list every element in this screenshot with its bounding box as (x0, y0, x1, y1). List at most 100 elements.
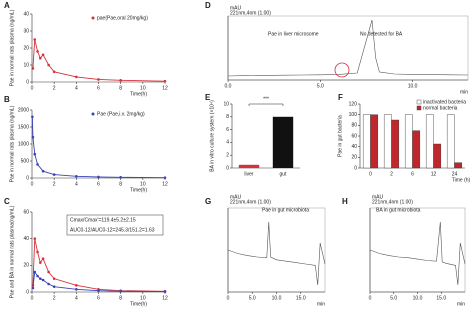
data-point (97, 175, 100, 179)
data-point (119, 176, 122, 179)
x-tick-label: 4 (75, 295, 78, 301)
bar (404, 114, 413, 169)
series-line (227, 221, 326, 286)
y-tick-label: 500 (21, 158, 30, 164)
data-point (31, 115, 34, 119)
panel-letter: H (342, 197, 348, 206)
legend-label: normal bacteria (423, 105, 458, 111)
bar (412, 130, 421, 169)
x-tick-label: 6 (97, 85, 100, 91)
x-tick-label: 6 (411, 171, 414, 177)
data-point (31, 67, 35, 70)
data-point (52, 277, 56, 280)
data-point (75, 175, 78, 178)
y-tick-label: 2 (226, 153, 229, 159)
y-tick-label: 10 (23, 62, 29, 68)
series-line (32, 238, 166, 292)
annotation: mAU (230, 194, 242, 200)
x-tick-label: 5.0 (390, 295, 397, 301)
data-point (75, 284, 78, 287)
x-tick-label: 0 (31, 295, 34, 301)
panel-letter: C (4, 197, 10, 206)
bar (391, 119, 400, 169)
data-point (119, 290, 122, 293)
y-tick-label: 0 (226, 165, 229, 171)
data-point (163, 176, 167, 179)
data-point (41, 53, 45, 57)
panel-letter: F (338, 93, 343, 102)
x-tick-label: 10 (140, 181, 146, 187)
bar (238, 164, 260, 168)
x-tick-label: 10.0 (413, 295, 423, 301)
significance-bracket (248, 103, 284, 106)
data-point (36, 250, 39, 254)
data-point (31, 135, 35, 139)
data-point (52, 285, 56, 288)
x-tick-label: 12 (162, 295, 168, 301)
data-point (47, 282, 50, 286)
y-tick-label: 40 (351, 144, 357, 150)
x-tick-label: 2 (390, 171, 393, 177)
data-point (52, 70, 56, 74)
x-axis-label: Time(h) (130, 187, 147, 193)
annotation: AUC0-12/AUC0-12=245.3/151.2=1.63 (70, 227, 155, 233)
x-tick-label: 6 (97, 181, 100, 187)
highlight-circle (334, 62, 350, 78)
x-tick-label: 0 (369, 295, 372, 301)
x-tick-label: 5.0 (249, 295, 256, 301)
x-tick-label: 0 (369, 171, 372, 177)
annotation: No detected for BA (360, 31, 403, 37)
x-tick-label: 8 (119, 181, 122, 187)
data-point (75, 288, 78, 291)
annotation: 221nm,4nm (1.00) (230, 199, 271, 205)
x-tick-label: 0 (227, 295, 230, 301)
panel-letter: G (205, 197, 211, 206)
y-axis-label: Pae and BA in normal rats plasma(ng/mL) (9, 205, 15, 298)
y-tick-label: 100 (349, 112, 358, 118)
annotation: Pae in liver microsome (268, 31, 319, 37)
legend-label: Pae (Pae,i.v. 2mg/kg) (97, 111, 145, 117)
annotation: mAU (230, 5, 242, 11)
data-point (36, 50, 39, 53)
x-tick-label: 2 (53, 295, 56, 301)
x-tick-label: 2 (53, 85, 56, 91)
data-point (97, 78, 100, 81)
y-tick-label: 30 (23, 28, 29, 34)
bar (272, 116, 294, 168)
legend-label: inactivated bacteria (423, 99, 466, 105)
x-tick-label: 24 (452, 171, 458, 177)
x-tick-label: 12 (162, 85, 168, 91)
x-tick-label: 15.0 (296, 295, 306, 301)
y-tick-label: 60 (351, 133, 357, 139)
data-point (33, 152, 37, 156)
series-line (369, 221, 466, 286)
data-point (33, 270, 37, 274)
x-axis-label: Time(h) (130, 301, 147, 307)
x-tick-label: 6 (97, 295, 100, 301)
x-axis-label: min (317, 301, 325, 307)
data-point (163, 290, 167, 293)
y-axis-label: BA in vitro culture system (×10⁴) (209, 100, 215, 172)
x-tick-label: 0 (31, 85, 34, 91)
legend-marker (91, 16, 95, 20)
y-tick-label: 0 (26, 289, 29, 295)
x-axis-label: Time (h) (452, 177, 471, 183)
data-point (47, 270, 50, 274)
y-tick-label: 20 (23, 263, 29, 269)
data-point (52, 173, 56, 176)
annotation: Cmax/Cmax'=119.4±5.2±2.15 (70, 217, 136, 223)
x-tick-label: 8 (119, 295, 122, 301)
y-axis-label: Pae in normal rats plasma (ng/mL) (9, 9, 15, 86)
data-point (31, 286, 35, 290)
annotation: *** (263, 96, 269, 102)
data-point (39, 277, 42, 280)
annotation: BA in gut microbiota (376, 207, 421, 213)
data-point (36, 274, 39, 278)
x-tick-label: 0.0 (225, 83, 232, 89)
y-tick-label: 20 (23, 45, 29, 51)
bar (433, 143, 442, 169)
legend-swatch (416, 99, 422, 105)
y-tick-label: 40 (23, 236, 29, 242)
x-tick-label: 4 (75, 181, 78, 187)
